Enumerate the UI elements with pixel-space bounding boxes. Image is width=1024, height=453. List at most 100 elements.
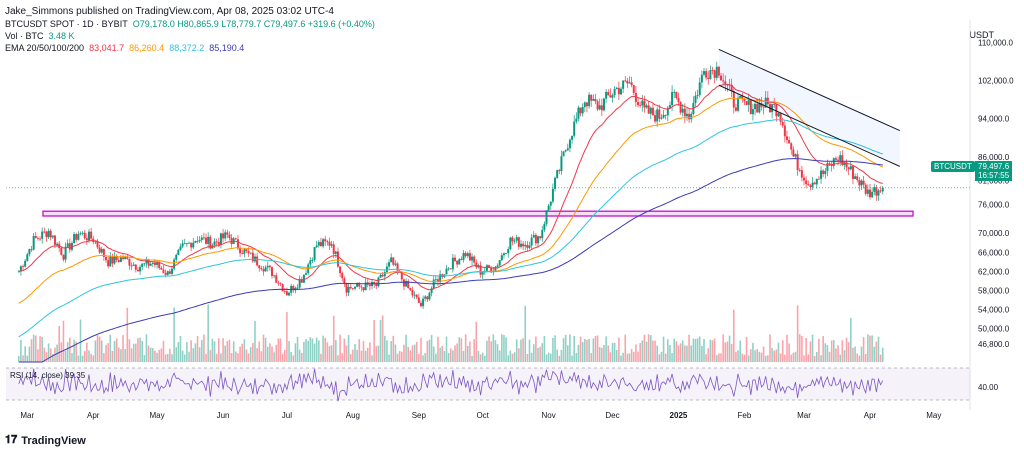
candle-body (549, 201, 552, 206)
volume-bar (207, 304, 209, 362)
candle-body (715, 66, 718, 78)
volume-bar (573, 335, 575, 362)
candle-body (49, 230, 52, 238)
volume-bar (530, 352, 533, 362)
volume-bar (90, 353, 92, 362)
volume-bar (464, 334, 467, 362)
candle-body (668, 105, 671, 108)
candle-body (128, 258, 131, 266)
volume-bar (756, 348, 758, 362)
volume-bar (205, 353, 207, 362)
volume-bar (239, 346, 241, 362)
volume-bar (639, 343, 641, 362)
candle-body (207, 236, 210, 244)
candle-body (637, 101, 640, 106)
candle-body (373, 281, 376, 285)
volume-bar (58, 325, 61, 362)
volume-bar (288, 341, 290, 362)
candle-body (315, 245, 318, 248)
volume-bar (732, 309, 735, 362)
volume-bar (69, 337, 71, 362)
tradingview-brand[interactable]: 𝟏𝟕 TradingView (5, 434, 86, 447)
candle-body (60, 247, 63, 255)
candle-body (402, 279, 405, 287)
candle-body (122, 257, 125, 260)
volume-legend[interactable]: Vol · BTC 3.48 K (5, 30, 375, 42)
volume-bar (456, 343, 458, 362)
volume-bar (283, 349, 286, 362)
candle-body (111, 256, 114, 264)
ema-legend[interactable]: EMA 20/50/100/200 83,041.7 86,260.4 88,3… (5, 42, 375, 54)
candle-body (39, 238, 42, 240)
volume-bar (324, 337, 327, 362)
volume-bar (345, 345, 348, 362)
volume-bar (326, 342, 329, 362)
candle-body (824, 170, 827, 175)
candle-body (268, 265, 271, 268)
candle-body (134, 264, 137, 270)
volume-bar (315, 337, 318, 362)
volume-bar (803, 355, 805, 362)
volume-bar (532, 344, 535, 362)
volume-bar (477, 350, 480, 362)
volume-bar (701, 345, 703, 362)
candle-body (517, 237, 520, 247)
candle-body (871, 191, 874, 198)
candle-body (424, 296, 427, 299)
candle-body (53, 235, 56, 245)
candle-body (543, 223, 546, 230)
candle-body (881, 187, 884, 192)
volume-bar (128, 339, 131, 362)
candle-body (811, 182, 814, 187)
volume-bar (358, 339, 361, 362)
volume-bar (247, 353, 250, 362)
candle-body (300, 279, 303, 283)
volume-bar (79, 319, 82, 362)
candle-body (807, 184, 810, 186)
volume-bar (541, 343, 544, 362)
candle-body (379, 274, 382, 278)
volume-bar (228, 339, 231, 362)
candle-body (209, 236, 212, 249)
volume-bar (130, 348, 133, 362)
candle-body (473, 256, 476, 263)
time-tick-label: Apr (87, 411, 100, 420)
volume-bar (120, 349, 122, 362)
candle-body (160, 267, 163, 270)
symbol-legend[interactable]: BTCUSDT SPOT · 1D · BYBIT O79,178.0 H80,… (5, 18, 375, 30)
candle-body (547, 205, 550, 211)
volume-bar (190, 340, 192, 362)
candle-body (730, 84, 733, 92)
candle-body (17, 271, 20, 273)
volume-bar (75, 341, 78, 362)
candle-body (62, 254, 65, 260)
candle-body (83, 232, 86, 239)
channel-fill (718, 49, 900, 167)
volume-bar (441, 345, 444, 362)
volume-bar (179, 335, 182, 362)
volume-bar (173, 307, 175, 362)
candle-body (170, 268, 173, 274)
currency-label: USDT (969, 30, 995, 40)
volume-bar (839, 354, 841, 362)
candle-body (264, 267, 267, 272)
candle-body (51, 235, 54, 238)
candle-body (607, 92, 610, 96)
candle-body (554, 177, 557, 189)
volume-bar (149, 347, 152, 362)
volume-bar (105, 344, 107, 362)
candle-body (136, 269, 139, 272)
volume-bar (626, 353, 629, 362)
volume-bar (64, 350, 67, 362)
candle-body (613, 89, 616, 96)
volume-bar (403, 344, 405, 362)
volume-bar (698, 336, 701, 362)
candle-body (575, 118, 578, 122)
candle-body (239, 248, 242, 254)
volume-bar (47, 343, 50, 362)
price-tick-label: 81,000.0 (978, 177, 1010, 186)
volume-bar (828, 351, 831, 362)
volume-bar (758, 351, 761, 362)
volume-bar (745, 336, 748, 362)
